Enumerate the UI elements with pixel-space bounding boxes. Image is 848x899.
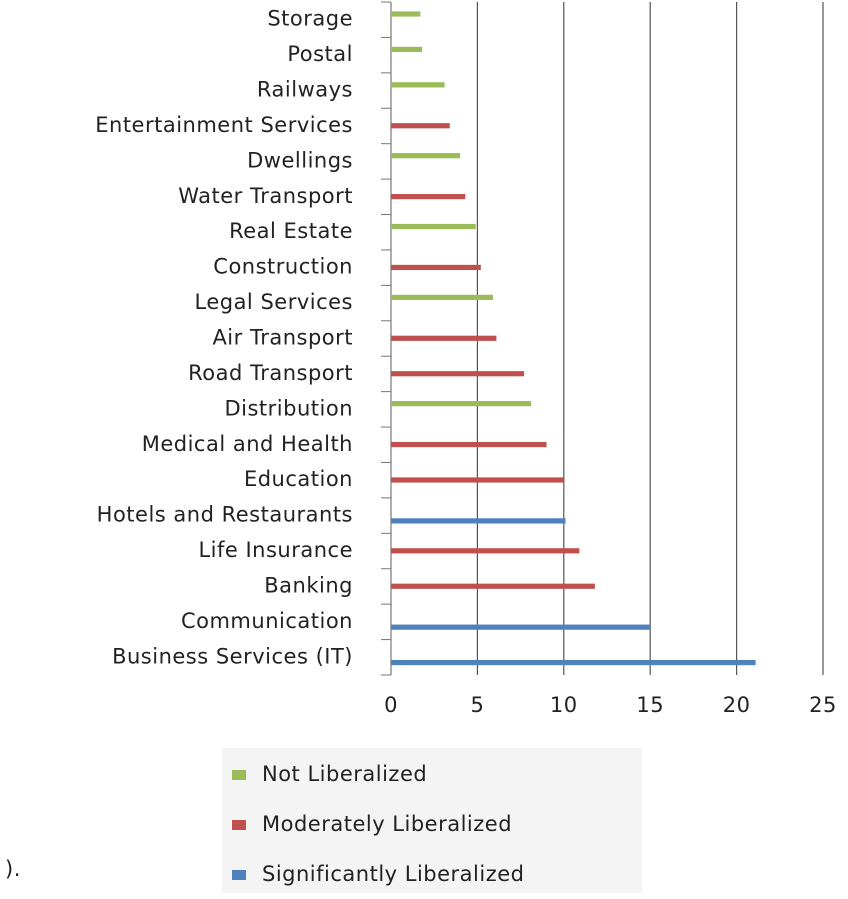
legend-label: Significantly Liberalized xyxy=(262,862,525,886)
x-tick-label: 10 xyxy=(550,693,578,717)
legend-label: Not Liberalized xyxy=(262,762,427,786)
bar xyxy=(391,46,423,53)
y-tick-label: Air Transport xyxy=(212,326,353,350)
bar xyxy=(391,548,580,554)
y-tick-label: Construction xyxy=(213,255,353,279)
y-tick-label: Road Transport xyxy=(188,361,353,385)
bar xyxy=(391,264,481,271)
legend-swatch xyxy=(232,870,246,880)
x-tick-label: 15 xyxy=(636,693,664,717)
trailing-text: ). xyxy=(5,857,21,881)
legend-box xyxy=(222,748,642,893)
y-tick-label: Storage xyxy=(267,7,353,31)
y-tick-label: Dwellings xyxy=(247,148,353,172)
y-tick-label: Life Insurance xyxy=(198,538,353,562)
bar xyxy=(391,583,595,589)
bar xyxy=(391,335,497,341)
bar xyxy=(391,371,525,377)
y-tick-label: Business Services (IT) xyxy=(112,644,353,668)
bar xyxy=(391,223,476,230)
bar xyxy=(391,82,445,88)
legend-swatch xyxy=(232,820,246,830)
y-tick-label: Railways xyxy=(257,78,353,102)
bar xyxy=(391,153,461,159)
y-tick-label: Real Estate xyxy=(229,219,353,243)
y-tick-label: Banking xyxy=(264,573,353,597)
x-tick-label: 5 xyxy=(470,693,484,717)
y-tick-label: Postal xyxy=(287,42,353,66)
y-tick-label: Legal Services xyxy=(194,290,353,314)
bar xyxy=(391,123,450,129)
x-tick-label: 25 xyxy=(809,693,837,717)
y-tick-label: Communication xyxy=(181,609,353,633)
bar xyxy=(391,294,493,300)
y-tick-label: Water Transport xyxy=(178,184,353,208)
y-tick-label: Education xyxy=(244,467,353,491)
bar xyxy=(391,441,547,448)
legend-swatch xyxy=(232,770,246,780)
bar xyxy=(391,624,651,630)
y-tick-label: Hotels and Restaurants xyxy=(97,503,353,527)
bar xyxy=(391,518,566,524)
bar xyxy=(391,401,531,407)
y-tick-label: Entertainment Services xyxy=(95,113,353,137)
bar xyxy=(391,477,564,483)
bar xyxy=(391,194,466,200)
y-tick-label: Distribution xyxy=(224,396,353,420)
x-tick-label: 20 xyxy=(723,693,751,717)
bar xyxy=(391,659,756,666)
bar xyxy=(391,11,421,17)
x-tick-label: 0 xyxy=(384,693,398,717)
y-tick-label: Medical and Health xyxy=(142,432,353,456)
legend-label: Moderately Liberalized xyxy=(262,812,512,836)
